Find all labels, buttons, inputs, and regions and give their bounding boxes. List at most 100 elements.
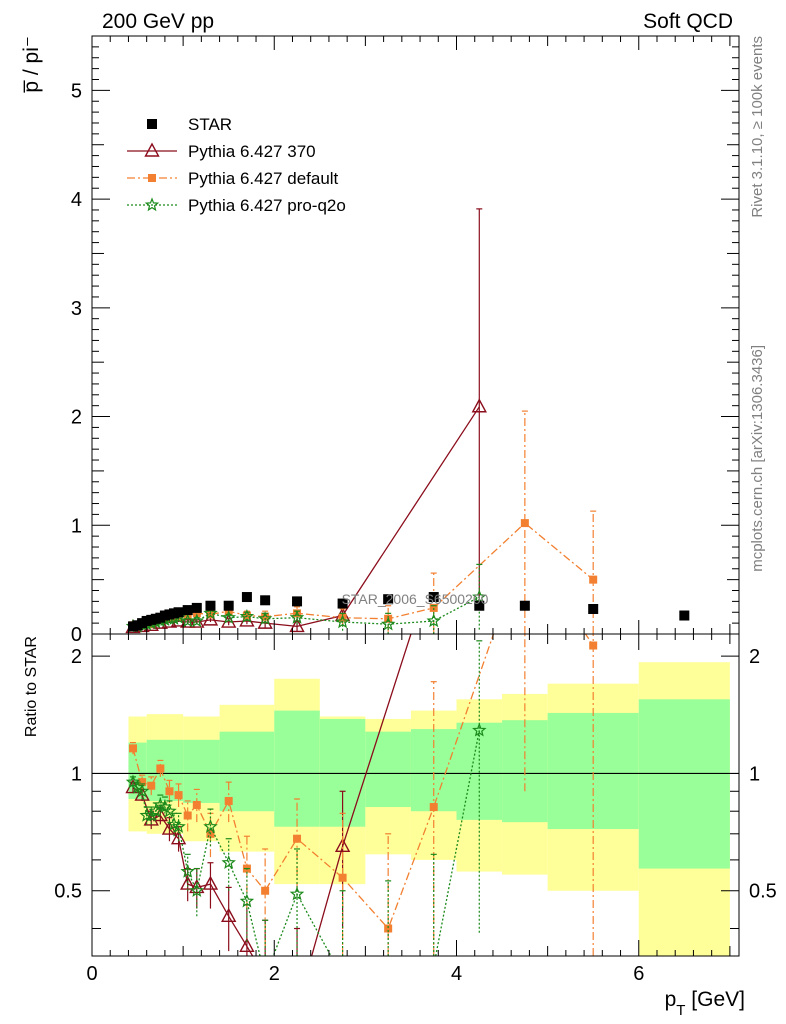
analysis-watermark: STAR_2006_S6500200 (342, 591, 489, 607)
legend-marker-0 (147, 119, 157, 129)
main-series-0-point-20 (428, 592, 439, 603)
ratio-series-1-point-1 (138, 778, 147, 787)
main-series-2-point-7 (192, 609, 201, 618)
ratio-plot-frame (91, 633, 740, 957)
main-y-tick-label: 2 (71, 407, 82, 429)
main-series-2-point-8 (206, 610, 215, 619)
ratio-band-green-11 (638, 699, 730, 869)
header-right-label: Soft QCD (643, 10, 733, 33)
main-series-3-point-12 (189, 613, 205, 628)
ratio-series-0-point-7 (189, 878, 205, 894)
mcplots-label: mcplots.cern.ch [arXiv:1306.3436] (749, 345, 766, 572)
ratio-series-2-point-18 (337, 971, 348, 982)
ratio-y-tick-label: 2 (71, 646, 82, 668)
main-series-0-point-21 (474, 600, 485, 611)
main-series-0-point-14 (223, 600, 234, 611)
main-series-3-point-14 (221, 610, 236, 624)
ratio-series-1-point-16 (521, 539, 529, 547)
ratio-band-green-6 (365, 731, 411, 808)
legend-marker-3 (144, 197, 160, 212)
ratio-series-2-point-20 (428, 960, 439, 971)
main-series-3-point-18 (335, 614, 350, 629)
main-series-0-point-23 (588, 603, 599, 614)
ratio-series-1-point-13 (338, 873, 347, 882)
legend-label-2: Pythia 6.427 default (188, 169, 339, 188)
main-series-0-point-15 (241, 592, 252, 603)
main-series-1 (125, 208, 487, 634)
legend-marker-1 (144, 142, 160, 157)
ratio-series-2-line (132, 730, 480, 956)
ratio-series-1-point-0 (129, 744, 138, 753)
ratio-series-0-point-9 (221, 907, 237, 922)
ratio-y-tick-label-right: 2 (749, 646, 760, 668)
rivet-version-label: Rivet 3.1.10, ≥ 100k events (749, 36, 766, 218)
main-y-tick-label: 3 (71, 298, 82, 320)
legend-label-3: Pythia 6.427 pro-q2o (188, 196, 346, 215)
ratio-y-axis-label: Ratio to STAR (23, 636, 40, 737)
ratio-series-1-point-12 (293, 834, 302, 843)
ratio-series-0-point-5 (170, 830, 187, 845)
main-series-1-point-14 (471, 398, 487, 413)
main-series-2-point-16 (520, 519, 529, 528)
main-series-0-point-16 (260, 595, 271, 606)
main-series-2-point-17 (589, 575, 598, 584)
main-series-3-point-13 (203, 605, 218, 620)
main-series-0-point-12 (191, 602, 202, 613)
x-tick-label: 0 (86, 963, 97, 985)
ratio-series-2-point-2 (134, 783, 150, 798)
main-series-0-point-24 (679, 610, 690, 621)
main-series-0-point-22 (519, 600, 530, 611)
main-panel: STAR_2006_S6500200 0 1 2 3 4 5 p̅ / pi⁻ STAR P… (20, 35, 740, 646)
ratio-band-green-1 (146, 739, 184, 801)
ratio-series-2-point-8 (162, 803, 177, 818)
header-left-label: 200 GeV pp (102, 10, 214, 33)
main-series-0 (128, 592, 690, 632)
legend-label-0: STAR (188, 115, 232, 134)
ratio-series-1-point-2 (147, 781, 156, 790)
ratio-series-2-point-10 (171, 819, 186, 833)
ratio-y-tick-label: 1 (71, 763, 82, 785)
ratio-series-2-point-0 (125, 774, 141, 789)
ratio-panel: 0.5 0.51 12 20 2 4 6 Ratio to STAR pT [GeV] (23, 539, 777, 1019)
main-series-2-point-15 (429, 603, 438, 612)
ratio-series-2-point-21 (472, 722, 487, 737)
main-series-0-point-18 (337, 598, 348, 609)
legend: STAR Pythia 6.427 370 Pythia 6.427 default… (127, 115, 346, 215)
x-tick-label: 6 (633, 963, 644, 985)
ratio-series-2-point-12 (189, 883, 205, 897)
main-y-tick-label: 0 (71, 624, 82, 646)
ratio-series-2-point-14 (221, 855, 236, 869)
main-series-2-point-11 (261, 612, 270, 621)
main-series-0-point-13 (205, 600, 216, 611)
ratio-series-1-point-17 (589, 641, 598, 650)
main-series-0-point-11 (182, 605, 193, 616)
ratio-series-0-point-8 (202, 875, 219, 890)
main-series-3-point-17 (289, 610, 305, 624)
ratio-series-1-point-3 (156, 764, 165, 773)
ratio-y-tick-label-right: 1 (749, 763, 760, 785)
main-series-3-point-20 (426, 613, 441, 628)
ratio-series-1-point-5 (174, 791, 183, 800)
ratio-series-2-point-13 (203, 819, 218, 833)
x-tick-label: 4 (451, 963, 462, 985)
ratio-series-2-point-11 (180, 863, 195, 878)
ratio-series-0-point-10 (239, 937, 255, 953)
ratio-series-2-point-5 (148, 803, 164, 818)
legend-label-1: Pythia 6.427 370 (188, 142, 316, 161)
ratio-y-tick-label: 0.5 (54, 881, 82, 903)
ratio-band-green-2 (183, 739, 220, 803)
ratio-series-1-point-14 (384, 924, 393, 933)
ratio-series-1-point-4 (165, 787, 174, 796)
main-y-tick-label: 5 (71, 80, 82, 102)
main-series-0-point-10 (173, 607, 184, 618)
main-series-1-point-12 (289, 617, 305, 633)
ratio-series-1-point-6 (183, 811, 192, 820)
ratio-series-2-point-17 (289, 886, 305, 901)
main-y-tick-label: 1 (71, 515, 82, 537)
ratio-series-1-line (132, 634, 594, 930)
main-series-0-point-17 (292, 596, 303, 607)
main-y-tick-label: 4 (71, 189, 82, 211)
ratio-series-2 (125, 640, 487, 982)
ratio-series-0-point-13 (334, 837, 351, 853)
